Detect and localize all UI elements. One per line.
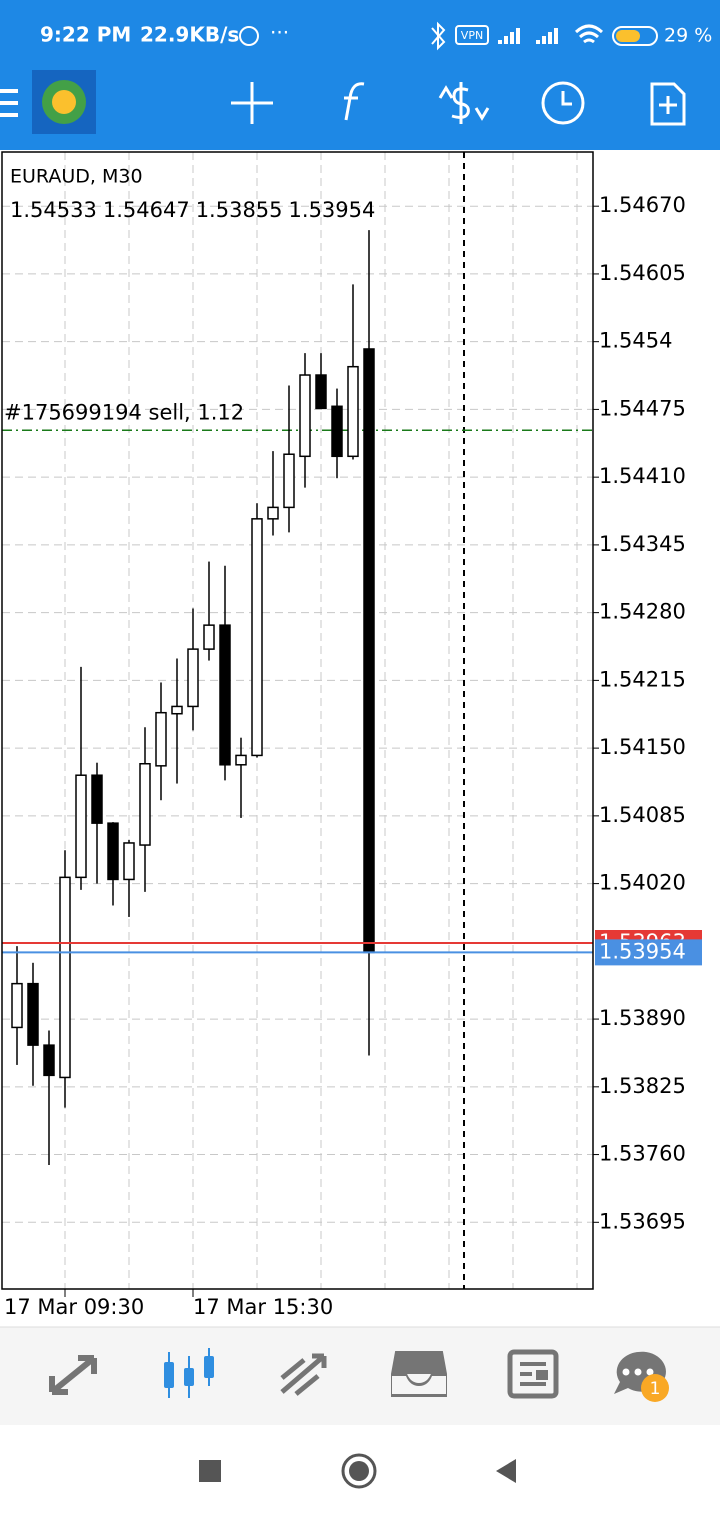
candle-body <box>331 405 343 458</box>
y-tick-label: 1.54410 <box>599 464 686 488</box>
app-bar <box>0 0 720 150</box>
news-tab-lines <box>520 1362 548 1386</box>
chat-dot <box>622 1368 630 1376</box>
y-tick-label: 1.5454 <box>599 329 672 353</box>
trade-tab[interactable] <box>280 1353 327 1396</box>
battery-text: 29 % <box>664 25 712 47</box>
status-time: 9:22 PM <box>40 23 131 47</box>
new-order-button[interactable] <box>650 82 686 126</box>
x-tick-label: 17 Mar 09:30 <box>4 1295 144 1319</box>
period-hands <box>561 91 572 106</box>
candle-body <box>139 762 151 846</box>
bluetooth-icon <box>431 21 446 51</box>
candle-body <box>363 348 375 954</box>
y-tick-label: 1.54345 <box>599 532 686 556</box>
y-tick-label: 1.53890 <box>599 1006 686 1030</box>
app-logo-core <box>52 90 76 114</box>
candle-body <box>91 774 103 824</box>
order-label: #175699194 sell, 1.12 <box>4 400 244 424</box>
ohlc-high: 1.54647 <box>103 198 190 222</box>
candle-body <box>299 374 311 458</box>
chat-dot <box>646 1368 654 1376</box>
y-tick-label: 1.54085 <box>599 803 686 827</box>
chart: #175699194 sell, 1.12 <box>2 152 593 1289</box>
chat-badge <box>641 1374 669 1402</box>
candle-body <box>43 1044 55 1077</box>
chart-tab[interactable] <box>164 1348 214 1398</box>
signal-icon <box>536 28 558 44</box>
status-speed: 22.9KB/s <box>140 23 239 47</box>
vpn-label: VPN <box>461 29 483 42</box>
y-tick-label: 1.54020 <box>599 871 686 895</box>
y-tick-label: 1.54150 <box>599 735 686 759</box>
x-tick-label: 17 Mar 15:30 <box>193 1295 333 1319</box>
signal-icon <box>498 28 520 44</box>
news-tab[interactable] <box>507 1349 559 1399</box>
vpn-box <box>455 25 489 45</box>
crosshair-button[interactable] <box>231 82 273 124</box>
period-button[interactable] <box>541 81 585 125</box>
y-tick-label: 1.53760 <box>599 1142 686 1166</box>
back-button[interactable] <box>496 1459 516 1483</box>
chat-badge-count: 1 <box>650 1379 661 1399</box>
candle-body <box>155 711 167 767</box>
candle-body <box>107 822 119 881</box>
candle-body <box>27 982 39 1046</box>
candle-body <box>251 518 263 757</box>
bottom-nav <box>0 1327 720 1425</box>
candle-body <box>75 774 87 879</box>
candle-body <box>171 705 183 715</box>
ohlc-low: 1.53855 <box>196 198 283 222</box>
bid-label-box <box>595 939 702 966</box>
battery-icon <box>612 26 658 46</box>
candle-body <box>59 876 71 1079</box>
chat-dot <box>634 1368 642 1376</box>
menu-button[interactable] <box>0 89 18 117</box>
candle-body <box>11 982 23 1029</box>
recents-button[interactable] <box>199 1460 221 1482</box>
ohlc-header: 1.54533 1.54647 1.53855 1.53954 <box>10 198 375 222</box>
wifi-icon <box>574 24 604 44</box>
battery-level <box>616 30 640 42</box>
y-tick-label: 1.54215 <box>599 667 686 691</box>
y-tick-label: 1.54670 <box>599 193 686 217</box>
status-more: ··· <box>270 21 289 45</box>
candle-body <box>123 842 135 881</box>
quotes-tab[interactable] <box>49 1355 97 1395</box>
trade-button[interactable] <box>438 82 490 124</box>
candle-body <box>219 624 231 766</box>
y-tick-label: 1.54605 <box>599 261 686 285</box>
history-tab-cut <box>392 1376 446 1394</box>
plot-bg <box>2 152 593 1289</box>
candle-body <box>267 506 279 520</box>
ohlc-open: 1.54533 <box>10 198 97 222</box>
y-tick-label: 1.54280 <box>599 600 686 624</box>
candle-body <box>315 374 327 410</box>
candle-body <box>235 754 247 766</box>
candle-body <box>347 365 359 458</box>
symbol-label: EURAUD, M30 <box>10 166 143 188</box>
home-button-core <box>349 1461 369 1481</box>
candle-body <box>283 453 295 509</box>
y-tick-label: 1.53695 <box>599 1209 686 1233</box>
bid-label: 1.53954 <box>599 939 686 963</box>
ohlc-close: 1.53954 <box>289 198 376 222</box>
alarm-icon <box>239 26 259 46</box>
candle-body <box>203 624 215 650</box>
indicators-button[interactable] <box>344 82 365 121</box>
home-button[interactable] <box>341 1453 377 1489</box>
plot-border <box>1 151 594 1290</box>
y-tick-label: 1.53825 <box>599 1074 686 1098</box>
y-tick-label: 1.54475 <box>599 396 686 420</box>
candle-body <box>187 648 199 708</box>
